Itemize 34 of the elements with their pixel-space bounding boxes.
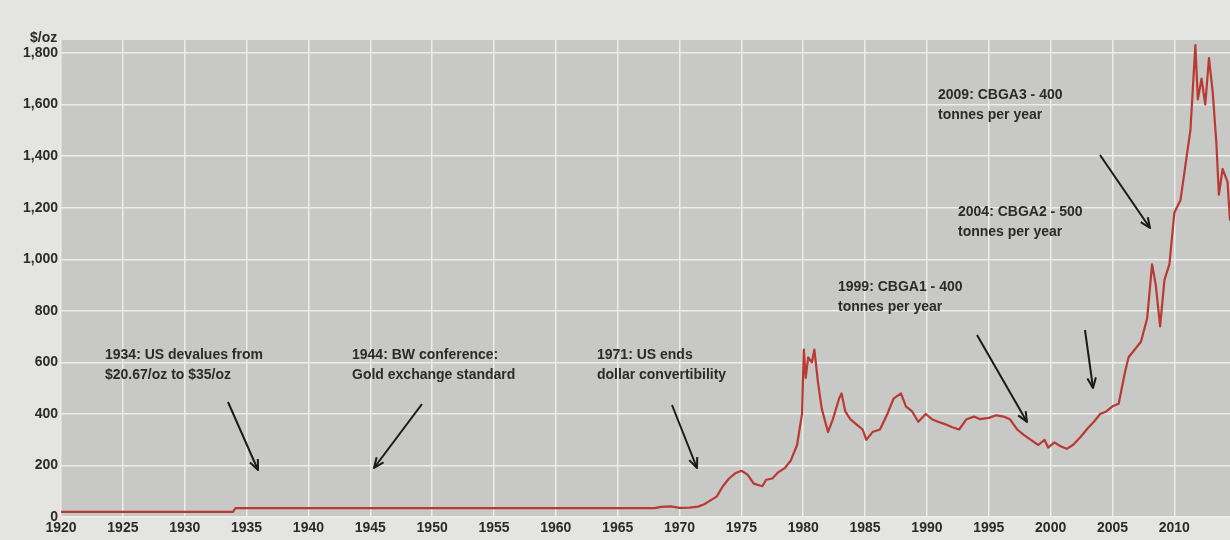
x-tick-label: 1935: [231, 519, 263, 536]
y-tick-label: 1,400: [22, 146, 59, 163]
x-tick-label: 1975: [725, 519, 758, 536]
x-tick-label: 1990: [911, 519, 943, 536]
x-tick-label: 1985: [849, 519, 881, 536]
annotation: 2009: CBGA3 - 400 tonnes per year: [938, 85, 1063, 122]
x-tick-label: 1930: [169, 519, 201, 536]
y-tick-label: 400: [34, 404, 59, 421]
x-tick-label: 1955: [478, 519, 510, 536]
y-tick-label: 800: [34, 301, 59, 318]
y-tick-label: 1,200: [22, 198, 59, 215]
x-tick-label: 1965: [602, 519, 634, 536]
annotation: 1944: BW conference: Gold exchange standard: [352, 345, 516, 382]
annotation: 1999: CBGA1 - 400 tonnes per year: [838, 277, 963, 314]
x-tick-label: 1980: [787, 519, 820, 536]
y-tick-label: 600: [34, 353, 59, 370]
x-tick-label: 1960: [540, 519, 572, 536]
y-tick-label: 1,800: [22, 43, 59, 60]
x-tick-label: 1925: [107, 519, 139, 536]
x-tick-label: 2000: [1035, 519, 1067, 536]
x-tick-label: 1970: [663, 519, 696, 536]
x-tick-label: 1950: [416, 519, 448, 536]
annotation: 1971: US ends dollar convertibility: [597, 345, 727, 382]
y-axis-title: $/oz: [30, 29, 58, 45]
x-tick-label: 1940: [292, 519, 325, 536]
y-tick-label: 1,000: [22, 250, 59, 267]
annotation: 1934: US devalues from $20.67/oz to $35/oz: [105, 345, 263, 382]
y-tick-label: 1,600: [22, 95, 59, 112]
x-tick-label: 1995: [973, 519, 1005, 536]
x-tick-label: 2005: [1096, 519, 1129, 536]
annotation: 2004: CBGA2 - 500 tonnes per year: [958, 202, 1083, 239]
y-tick-label: 200: [34, 456, 59, 473]
x-tick-label: 1945: [354, 519, 387, 536]
x-tick-label: 2010: [1158, 519, 1191, 536]
